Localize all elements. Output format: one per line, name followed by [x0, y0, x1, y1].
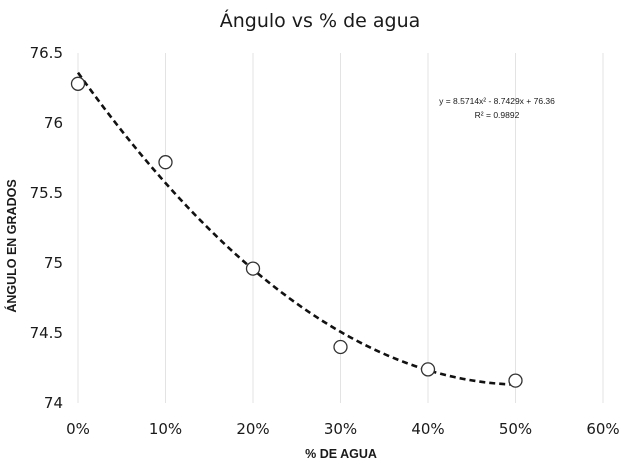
y-tick-label: 74.5 [30, 324, 63, 342]
x-tick-label: 10% [149, 420, 182, 438]
y-tick-label: 76 [44, 114, 63, 132]
x-tick-label: 40% [411, 420, 444, 438]
y-tick-labels: 74 74.5 75 75.5 76 76.5 [30, 44, 63, 412]
x-tick-label: 30% [324, 420, 357, 438]
y-tick-label: 75 [44, 254, 63, 272]
y-tick-label: 76.5 [30, 44, 63, 62]
data-points [70, 76, 523, 388]
x-axis-title: % DE AGUA [305, 447, 377, 461]
trendline-equation: y = 8.5714x² - 8.7429x + 76.36 [439, 96, 555, 106]
data-point-3 [333, 339, 348, 355]
x-tick-label: 0% [66, 420, 90, 438]
vertical-gridlines [77, 53, 604, 403]
data-point-0 [70, 76, 86, 91]
x-tick-labels: 0% 10% 20% 30% 40% 50% 60% [66, 420, 620, 438]
data-point-1 [158, 155, 173, 170]
x-tick-label: 50% [499, 420, 532, 438]
trendline-dashed [76, 71, 516, 386]
r-squared-label: R² = 0.9892 [475, 110, 520, 120]
y-tick-label: 75.5 [30, 184, 63, 202]
chart-title: Ángulo vs % de agua [220, 9, 421, 32]
data-point-2 [245, 261, 261, 276]
y-tick-label: 74 [44, 394, 63, 412]
y-axis-title: ÁNGULO EN GRADOS [4, 179, 19, 312]
x-tick-label: 20% [236, 420, 269, 438]
x-tick-label: 60% [586, 420, 619, 438]
data-point-4 [420, 362, 436, 377]
data-point-5 [508, 373, 523, 388]
